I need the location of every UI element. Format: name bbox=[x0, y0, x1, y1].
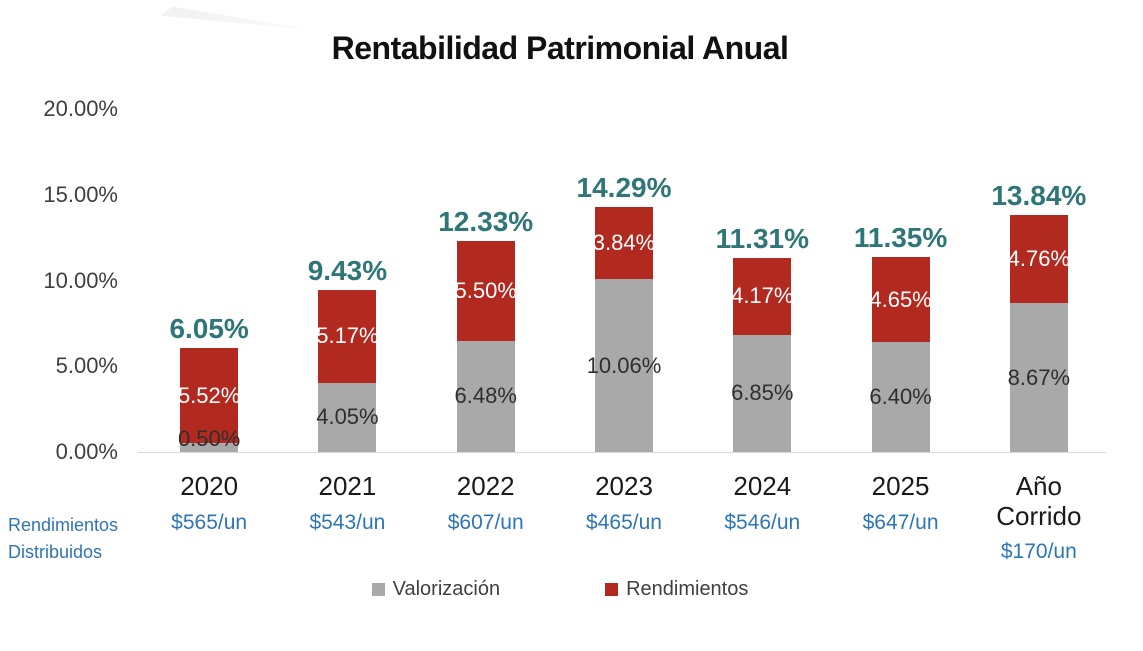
legend-item: Valorización bbox=[371, 578, 501, 601]
x-category-label: 2020 bbox=[180, 471, 239, 501]
total-label: 9.43% bbox=[307, 255, 388, 287]
legend-label: Rendimientos bbox=[626, 578, 749, 600]
total-label: 14.29% bbox=[576, 171, 672, 203]
total-label: 6.05% bbox=[169, 313, 249, 345]
valorizacion-value-label: 6.85% bbox=[731, 380, 794, 406]
x-category-label: Año Corrido bbox=[996, 471, 1082, 531]
x-category-label: 2024 bbox=[733, 471, 792, 501]
total-label: 11.35% bbox=[853, 222, 948, 254]
x-axis-line bbox=[138, 452, 1106, 453]
valorizacion-value-label: 10.06% bbox=[586, 352, 662, 378]
y-tick-label: 5.00% bbox=[55, 353, 118, 379]
distribution-value: $647/un bbox=[862, 510, 939, 534]
distribution-value: $607/un bbox=[447, 510, 524, 534]
legend-swatch-icon bbox=[605, 583, 619, 596]
x-category-label: 2022 bbox=[456, 471, 515, 501]
bar-segment-rendimientos-2020 bbox=[180, 348, 239, 444]
bar-segment-rendimientos-Año Corrido bbox=[1009, 214, 1068, 304]
bar-segment-rendimientos-2025 bbox=[871, 257, 930, 343]
rendimientos-value-label: 3.84% bbox=[592, 230, 656, 256]
x-category-column: 2021 $543/un bbox=[277, 471, 417, 534]
bar-segment-valorizacion-2021 bbox=[318, 382, 377, 452]
valorizacion-value-label: 4.05% bbox=[316, 404, 379, 430]
distributions-row-label: Rendimientos Distribuidos bbox=[8, 515, 119, 562]
bar-segment-valorizacion-2020 bbox=[180, 443, 239, 452]
legend: Valorización Rendimientos bbox=[0, 578, 1120, 601]
distribution-value: $546/un bbox=[724, 510, 801, 534]
x-category-column: Año Corrido $170/un bbox=[969, 471, 1109, 564]
chart-title: Rentabilidad Patrimonial Anual bbox=[331, 30, 789, 66]
bar-segment-valorizacion-2025 bbox=[871, 342, 930, 452]
rendimientos-value-label: 4.76% bbox=[1007, 245, 1071, 271]
bar-segment-rendimientos-2024 bbox=[733, 258, 792, 335]
valorizacion-value-label: 6.48% bbox=[454, 383, 517, 409]
total-label: 11.31% bbox=[715, 223, 809, 255]
valorizacion-value-label: 0.50% bbox=[177, 426, 241, 451]
legend-label: Valorización bbox=[392, 578, 501, 600]
rendimientos-value-label: 5.50% bbox=[454, 277, 517, 303]
y-tick-label: 10.00% bbox=[43, 267, 118, 293]
x-category-column: 2022 $607/un bbox=[416, 471, 556, 534]
distribution-value: $565/un bbox=[171, 510, 248, 534]
background-artifact bbox=[160, 6, 315, 30]
bar-segment-valorizacion-2023 bbox=[595, 279, 653, 452]
bar-segment-valorizacion-Año Corrido bbox=[1009, 303, 1068, 452]
bar-segment-rendimientos-2022 bbox=[456, 240, 515, 341]
x-category-column: 2023 $465/un bbox=[554, 471, 694, 534]
rendimientos-value-label: 4.65% bbox=[869, 286, 932, 312]
x-category-label: 2021 bbox=[318, 471, 377, 501]
total-label: 13.84% bbox=[991, 179, 1087, 211]
x-category-column: 2024 $546/un bbox=[692, 471, 832, 534]
rendimientos-value-label: 4.17% bbox=[731, 283, 794, 309]
total-label: 12.33% bbox=[438, 205, 534, 237]
legend-swatch-icon bbox=[371, 583, 385, 596]
x-category-column: 2020 $565/un bbox=[139, 471, 279, 534]
bar-segment-rendimientos-2021 bbox=[318, 290, 377, 383]
bar-segment-valorizacion-2024 bbox=[733, 334, 792, 452]
x-category-column: 2025 $647/un bbox=[831, 471, 971, 534]
y-tick-label: 0.00% bbox=[55, 439, 118, 464]
valorizacion-value-label: 6.40% bbox=[869, 384, 932, 410]
y-tick-label: 20.00% bbox=[43, 96, 118, 121]
rendimientos-value-label: 5.52% bbox=[177, 382, 241, 408]
y-tick-label: 15.00% bbox=[43, 181, 118, 207]
x-category-label: 2023 bbox=[595, 471, 653, 501]
distribution-value: $465/un bbox=[586, 510, 662, 534]
distribution-value: $170/un bbox=[1000, 540, 1077, 564]
x-category-label: 2025 bbox=[871, 471, 930, 501]
rendimientos-value-label: 5.17% bbox=[316, 323, 379, 349]
bar-segment-valorizacion-2022 bbox=[456, 340, 515, 452]
distribution-value: $543/un bbox=[309, 510, 386, 534]
bar-segment-rendimientos-2023 bbox=[595, 206, 653, 280]
valorizacion-value-label: 8.67% bbox=[1007, 364, 1071, 390]
legend-item: Rendimientos bbox=[605, 578, 748, 601]
